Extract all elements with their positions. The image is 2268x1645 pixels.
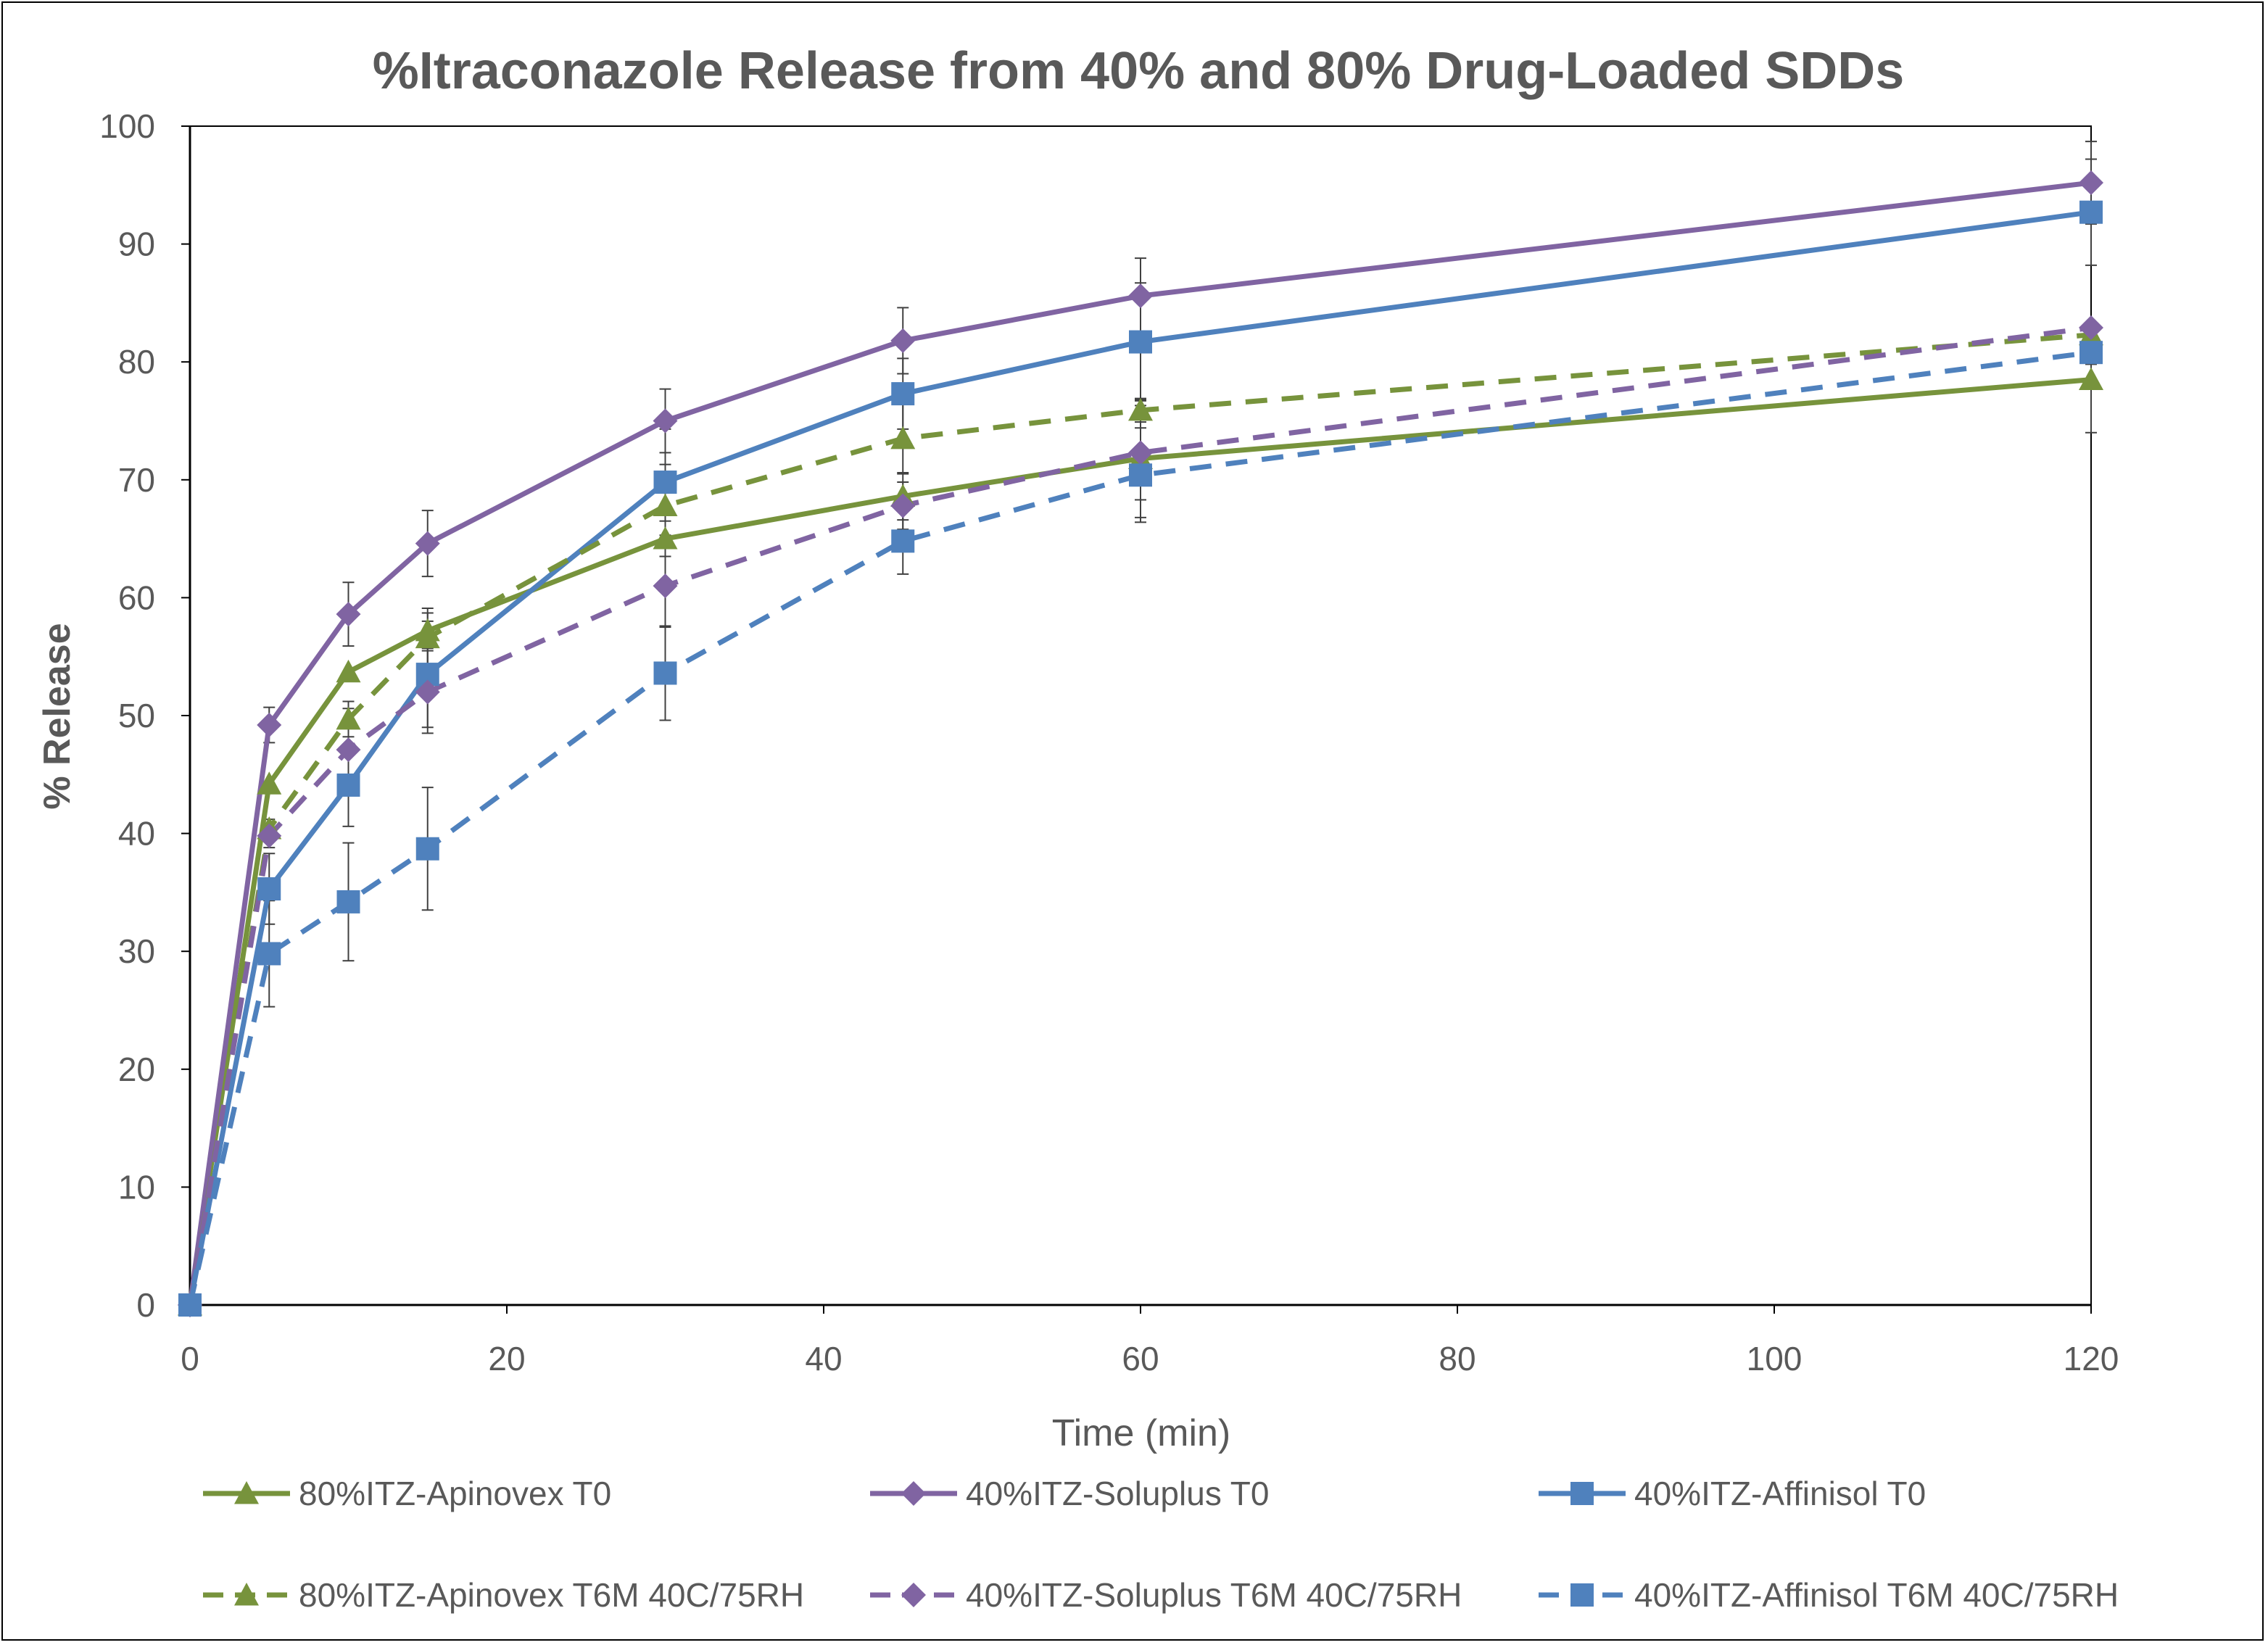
x-tick-label: 100 — [1747, 1340, 1803, 1377]
series-2-point — [890, 328, 916, 353]
y-tick-label: 70 — [118, 461, 155, 499]
series-2-point — [415, 531, 440, 556]
series-5-point — [2079, 315, 2103, 341]
y-tick-label: 50 — [118, 697, 155, 734]
chart-title: %Itraconazole Release from 40% and 80% D… — [373, 42, 1905, 100]
series-6-point — [653, 661, 677, 685]
series-2-line — [187, 180, 2092, 1306]
chart-svg: %Itraconazole Release from 40% and 80% D… — [36, 42, 2119, 1614]
series-1-point — [2079, 367, 2103, 391]
y-tick-label: 40 — [118, 815, 155, 853]
series-6-point — [891, 529, 915, 553]
ticks-layer: 0 10 20 30 40 50 60 70 80 90 100 0 20 40 60 80 100 120 — [99, 107, 2119, 1377]
series-3-line — [187, 210, 2092, 1306]
series-5-point — [257, 823, 282, 848]
legend: 80%ITZ-Apinovex T0 40%ITZ-Soluplus T0 40%I… — [203, 1475, 2119, 1614]
legend-label: 40%ITZ-Soluplus T0 — [966, 1475, 1269, 1512]
markers-layer — [178, 170, 2103, 1317]
legend-item: 80%ITZ-Apinovex T6M 40C/75RH — [203, 1576, 804, 1614]
legend-item: 40%ITZ-Soluplus T6M 40C/75RH — [870, 1576, 1462, 1614]
series-6-point — [178, 1293, 202, 1317]
series-4-point — [336, 706, 361, 730]
series-6-point — [257, 942, 281, 966]
legend-label: 80%ITZ-Apinovex T6M 40C/75RH — [299, 1576, 804, 1614]
legend-label: 40%ITZ-Soluplus T6M 40C/75RH — [966, 1576, 1462, 1614]
legend-swatch-marker — [901, 1481, 926, 1506]
series-3-point — [257, 877, 281, 901]
series-2-point — [653, 408, 678, 434]
legend-item: 80%ITZ-Apinovex T0 — [203, 1475, 611, 1512]
legend-swatch-marker — [1570, 1482, 1594, 1505]
series-5-point — [890, 493, 916, 518]
legend-swatch-marker — [901, 1583, 926, 1607]
error-bars-layer — [263, 141, 2097, 1008]
legend-item: 40%ITZ-Affinisol T0 — [1539, 1475, 1926, 1512]
series-4-point — [653, 493, 678, 517]
series-2-point — [1128, 283, 1153, 309]
y-axis-title: % Release — [36, 623, 78, 809]
series-6-line — [187, 349, 2092, 1306]
series-2-point — [336, 602, 361, 627]
legend-label: 40%ITZ-Affinisol T0 — [1634, 1475, 1926, 1512]
y-tick-label: 0 — [136, 1286, 155, 1324]
x-axis-title: Time (min) — [1052, 1412, 1231, 1454]
series-4-point — [1128, 397, 1153, 421]
series-5-point — [415, 679, 440, 705]
series-6-point — [1129, 463, 1152, 487]
series-1-point — [257, 771, 282, 795]
legend-label: 80%ITZ-Apinovex T0 — [299, 1475, 611, 1512]
series-lines-layer — [187, 180, 2092, 1306]
y-tick-label: 100 — [99, 107, 155, 145]
y-tick-label: 10 — [118, 1168, 155, 1206]
x-tick-label: 120 — [2064, 1340, 2119, 1377]
x-tick-label: 40 — [805, 1340, 842, 1377]
x-tick-label: 60 — [1122, 1340, 1159, 1377]
series-5-point — [653, 573, 678, 599]
series-3-point — [653, 471, 677, 494]
x-tick-label: 20 — [488, 1340, 525, 1377]
series-5-point — [1128, 440, 1153, 465]
series-3-point — [891, 382, 915, 406]
series-2-point — [2079, 170, 2103, 196]
series-1-line — [187, 377, 2092, 1306]
series-6-point — [415, 837, 439, 861]
y-tick-label: 80 — [118, 343, 155, 381]
series-5-point — [336, 737, 361, 763]
legend-label: 40%ITZ-Affinisol T6M 40C/75RH — [1634, 1576, 2119, 1614]
series-1-point — [336, 659, 361, 683]
series-4-point — [415, 625, 440, 649]
legend-swatch-marker — [1570, 1583, 1594, 1607]
x-tick-label: 80 — [1439, 1340, 1476, 1377]
series-3-point — [336, 773, 360, 797]
series-6-point — [2079, 341, 2103, 365]
series-4-point — [890, 426, 916, 449]
series-2-point — [257, 713, 282, 738]
legend-swatch-marker — [234, 1583, 259, 1606]
series-6-point — [336, 890, 360, 913]
x-tick-label: 0 — [181, 1340, 199, 1377]
series-3-point — [2079, 200, 2103, 224]
y-tick-label: 30 — [118, 932, 155, 970]
legend-item: 40%ITZ-Soluplus T0 — [870, 1475, 1269, 1512]
y-tick-label: 20 — [118, 1051, 155, 1088]
legend-swatch-marker — [234, 1481, 259, 1504]
legend-item: 40%ITZ-Affinisol T6M 40C/75RH — [1539, 1576, 2119, 1614]
series-3-point — [1129, 330, 1152, 354]
y-tick-label: 90 — [118, 225, 155, 263]
series-1-point — [653, 526, 678, 550]
y-tick-label: 60 — [118, 579, 155, 616]
